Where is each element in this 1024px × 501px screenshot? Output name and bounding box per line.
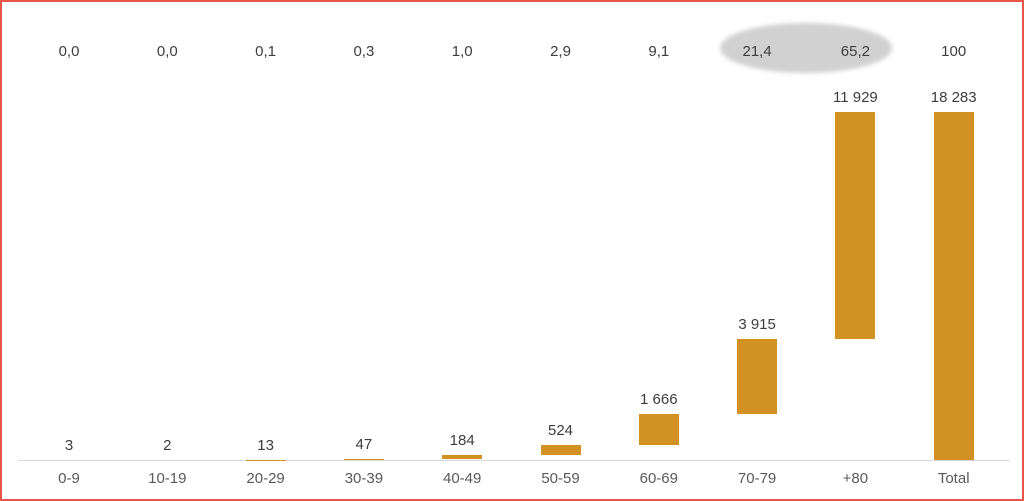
percent-label-Total: 100: [941, 43, 967, 60]
value-label-40-49: 184: [449, 432, 475, 450]
percent-label-70-79: 21,4: [742, 43, 772, 60]
value-label-0-9: 3: [64, 436, 74, 454]
x-axis-label-30-39: 30-39: [344, 470, 384, 487]
percent-label-0-9: 0,0: [58, 43, 80, 60]
x-axis-line: [18, 460, 1010, 461]
percent-label-40-49: 1,0: [451, 43, 473, 60]
bar-Total: [933, 112, 974, 460]
bar-40-49: [442, 455, 483, 459]
x-axis-label-50-59: 50-59: [541, 470, 580, 487]
x-axis-label-Total: Total: [937, 470, 970, 487]
value-label-30-39: 47: [355, 435, 373, 453]
bar-50-59: [540, 445, 581, 456]
value-label-Total: 18 283: [930, 89, 977, 106]
bar-70-79: [737, 339, 778, 414]
percent-label-20-29: 0,1: [255, 43, 277, 60]
value-label-50-59: 524: [547, 422, 574, 440]
x-axis-label-0-9: 0-9: [58, 470, 80, 487]
percent-label-+80: 65,2: [840, 43, 870, 60]
x-axis-label-60-69: 60-69: [639, 470, 678, 487]
percent-label-60-69: 9,1: [648, 43, 670, 60]
value-label-60-69: 1 666: [640, 390, 678, 408]
bar-+80: [835, 112, 876, 340]
value-label-+80: 11 929: [833, 89, 878, 106]
bar-30-39: [343, 458, 384, 460]
percent-label-50-59: 2,9: [550, 43, 571, 60]
bar-60-69: [638, 413, 679, 446]
value-label-10-19: 2: [163, 436, 172, 454]
x-axis-label-40-49: 40-49: [443, 470, 482, 487]
value-label-70-79: 3 915: [738, 316, 776, 334]
x-axis-label-20-29: 20-29: [246, 470, 285, 487]
percent-label-10-19: 0,0: [156, 43, 178, 60]
highlight-ellipse: [720, 23, 892, 73]
value-label-20-29: 13: [257, 436, 274, 454]
x-axis-label-70-79: 70-79: [737, 470, 777, 487]
x-axis-label-10-19: 10-19: [148, 470, 187, 487]
x-axis-label-+80: +80: [842, 470, 869, 487]
percent-label-30-39: 0,3: [353, 43, 375, 60]
